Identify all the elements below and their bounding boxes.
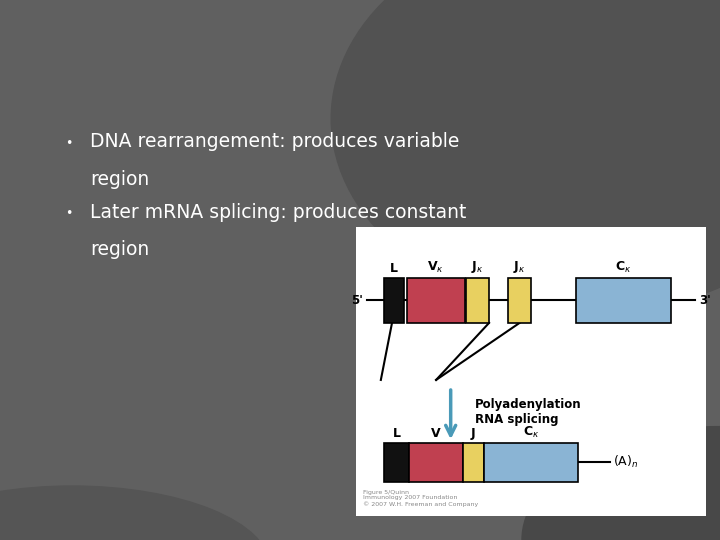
Text: J: J (471, 427, 476, 440)
Text: Later mRNA splicing: produces constant: Later mRNA splicing: produces constant (90, 202, 467, 221)
Text: J$_\kappa$: J$_\kappa$ (472, 259, 484, 275)
Bar (356, 227, 706, 516)
Ellipse shape (522, 427, 720, 540)
Text: C$_\kappa$: C$_\kappa$ (616, 260, 631, 275)
Ellipse shape (331, 0, 720, 313)
Bar (407, 278, 464, 323)
Bar (463, 443, 484, 482)
Text: region: region (90, 240, 149, 259)
Text: L: L (390, 262, 398, 275)
Text: 5': 5' (351, 294, 364, 307)
Bar (484, 443, 578, 482)
Text: J$_\kappa$: J$_\kappa$ (513, 259, 526, 275)
Bar (384, 278, 403, 323)
Text: Figure 5/Quinn
Immunology 2007 Foundation
© 2007 W.H. Freeman and Company: Figure 5/Quinn Immunology 2007 Foundatio… (364, 490, 479, 507)
Bar (467, 278, 489, 323)
Text: region: region (90, 170, 149, 189)
Text: V: V (431, 427, 441, 440)
Text: •: • (65, 137, 72, 150)
Text: V$_\kappa$: V$_\kappa$ (428, 260, 444, 275)
Text: (A)$_n$: (A)$_n$ (613, 454, 639, 470)
Bar (384, 443, 409, 482)
Bar (508, 278, 531, 323)
Text: Polyadenylation
RNA splicing: Polyadenylation RNA splicing (475, 397, 582, 426)
Ellipse shape (0, 486, 270, 540)
Text: •: • (65, 207, 72, 220)
Bar (409, 443, 463, 482)
Text: 3': 3' (698, 294, 711, 307)
Text: DNA rearrangement: produces variable: DNA rearrangement: produces variable (90, 132, 459, 151)
Text: L: L (392, 427, 400, 440)
Bar (577, 278, 671, 323)
Text: C$_\kappa$: C$_\kappa$ (523, 425, 539, 440)
